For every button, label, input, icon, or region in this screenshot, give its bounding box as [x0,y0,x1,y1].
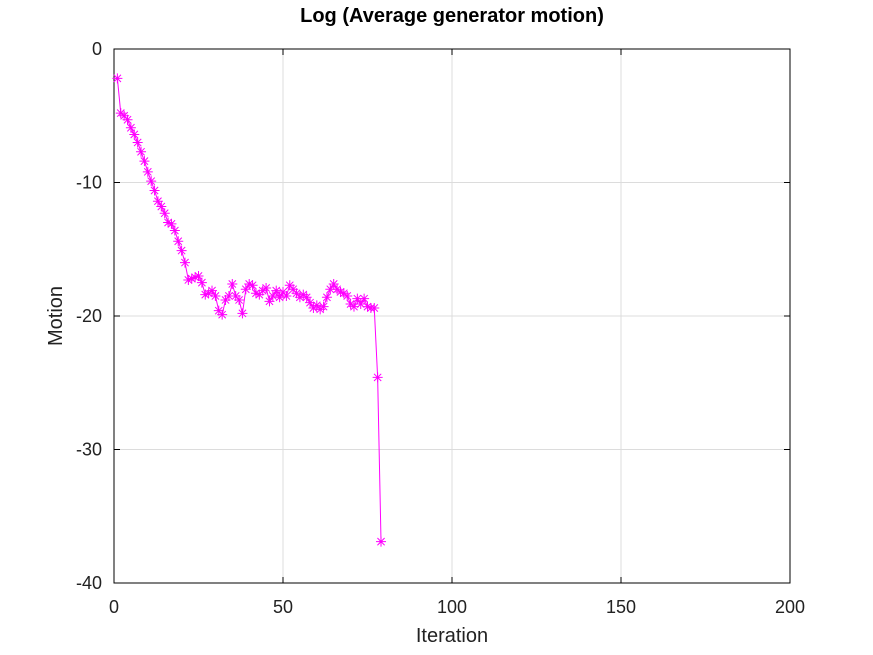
y-axis-label: Motion [45,286,67,346]
data-point-marker [193,270,204,281]
data-point-marker [136,146,147,157]
data-point-marker [139,156,150,167]
data-point-marker [250,288,261,299]
data-point-marker [159,208,170,219]
data-point-marker [372,372,383,383]
data-point-marker [281,290,292,301]
data-point-marker [186,273,197,284]
data-point-marker [122,114,133,125]
data-point-marker [207,285,218,296]
data-point-marker [332,284,343,295]
y-tick-label: -30 [76,440,102,460]
data-point-marker [298,289,309,300]
axis-ticks: 0 50 100 150 200 0 -10 -20 -30 -40 [76,39,805,617]
data-point-marker [305,297,316,308]
data-point-marker [149,185,160,196]
data-point-marker [325,284,336,295]
data-point-marker [345,298,356,309]
data-point-marker [119,110,130,121]
data-point-marker [223,290,234,301]
data-point-marker [308,302,319,313]
x-tick-label: 150 [606,597,636,617]
data-point-marker [315,304,326,315]
series-group [112,73,387,547]
data-point-marker [271,285,282,296]
data-point-marker [183,274,194,285]
data-point-marker [294,292,305,303]
data-point-marker [284,280,295,291]
data-point-marker [227,278,238,289]
grid [113,48,791,584]
data-point-marker [156,201,167,212]
data-point-marker [338,288,349,299]
data-point-marker [234,294,245,305]
data-point-marker [163,217,174,228]
data-point-marker [342,290,353,301]
y-tick-label: 0 [92,39,102,59]
data-point-marker [247,280,258,291]
x-tick-label: 0 [109,597,119,617]
data-point-marker [359,293,370,304]
data-point-marker [142,166,153,177]
data-point-marker [166,218,177,229]
data-point-marker [190,272,201,283]
y-tick-label: -40 [76,573,102,593]
data-point-marker [335,286,346,297]
data-point-marker [261,282,272,293]
data-point-marker [220,294,231,305]
data-point-marker [362,301,373,312]
data-point-marker [200,289,211,300]
data-point-marker [257,285,268,296]
data-point-marker [146,176,157,187]
data-point-marker [203,288,214,299]
data-point-marker [237,308,248,319]
y-tick-label: -10 [76,173,102,193]
series-line [116,78,382,542]
data-point-marker [348,301,359,312]
data-point-marker [376,536,387,547]
data-point-marker [132,137,143,148]
x-tick-label: 50 [273,597,293,617]
data-point-marker [210,290,221,301]
data-point-marker [264,296,275,307]
data-point-marker [115,108,126,119]
data-point-marker [152,196,163,207]
data-point-marker [230,290,241,301]
x-axis-label: Iteration [416,625,488,647]
y-tick-label: -20 [76,306,102,326]
data-point-marker [288,284,299,295]
data-point-marker [196,277,207,288]
x-tick-label: 200 [775,597,805,617]
data-point-marker [352,293,363,304]
data-point-marker [244,278,255,289]
data-point-marker [328,278,339,289]
data-point-marker [278,286,288,297]
x-tick-label: 100 [437,597,467,617]
data-point-marker [291,288,302,299]
data-point-marker [169,225,180,236]
data-point-marker [274,292,285,303]
data-point-marker [311,300,322,311]
data-point-marker [125,122,136,133]
data-point-marker [267,290,278,301]
data-point-marker [129,129,140,140]
data-point-marker [369,302,380,313]
data-point-marker [254,289,265,300]
data-point-marker [301,292,312,303]
data-point-marker [355,298,366,309]
data-point-marker [321,292,332,303]
data-point-marker [179,257,190,268]
data-point-marker [173,236,184,247]
chart-title: Log (Average generator motion) [300,5,604,27]
data-point-marker [318,301,329,312]
data-point-marker [240,284,251,295]
data-point-marker [112,73,123,84]
data-point-marker [213,305,224,316]
data-point-marker [176,245,187,256]
data-point-marker [217,309,228,320]
